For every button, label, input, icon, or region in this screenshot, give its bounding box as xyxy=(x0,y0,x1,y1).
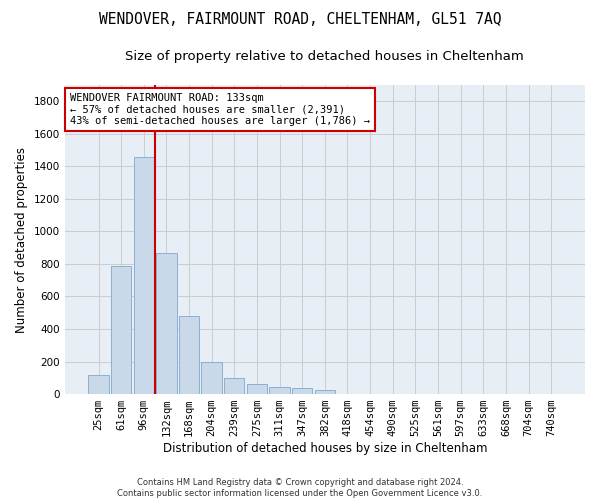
Bar xyxy=(247,384,267,394)
Bar xyxy=(88,374,109,394)
Text: WENDOVER FAIRMOUNT ROAD: 133sqm
← 57% of detached houses are smaller (2,391)
43%: WENDOVER FAIRMOUNT ROAD: 133sqm ← 57% of… xyxy=(70,92,370,126)
Bar xyxy=(269,387,290,394)
Bar xyxy=(224,378,244,394)
Y-axis label: Number of detached properties: Number of detached properties xyxy=(15,146,28,332)
Bar xyxy=(314,390,335,394)
Text: WENDOVER, FAIRMOUNT ROAD, CHELTENHAM, GL51 7AQ: WENDOVER, FAIRMOUNT ROAD, CHELTENHAM, GL… xyxy=(99,12,501,28)
Bar xyxy=(179,316,199,394)
Text: Contains HM Land Registry data © Crown copyright and database right 2024.
Contai: Contains HM Land Registry data © Crown c… xyxy=(118,478,482,498)
Bar xyxy=(292,388,313,394)
X-axis label: Distribution of detached houses by size in Cheltenham: Distribution of detached houses by size … xyxy=(163,442,487,455)
Bar xyxy=(156,254,176,394)
Bar xyxy=(202,362,222,394)
Bar xyxy=(111,266,131,394)
Title: Size of property relative to detached houses in Cheltenham: Size of property relative to detached ho… xyxy=(125,50,524,63)
Bar xyxy=(134,158,154,394)
